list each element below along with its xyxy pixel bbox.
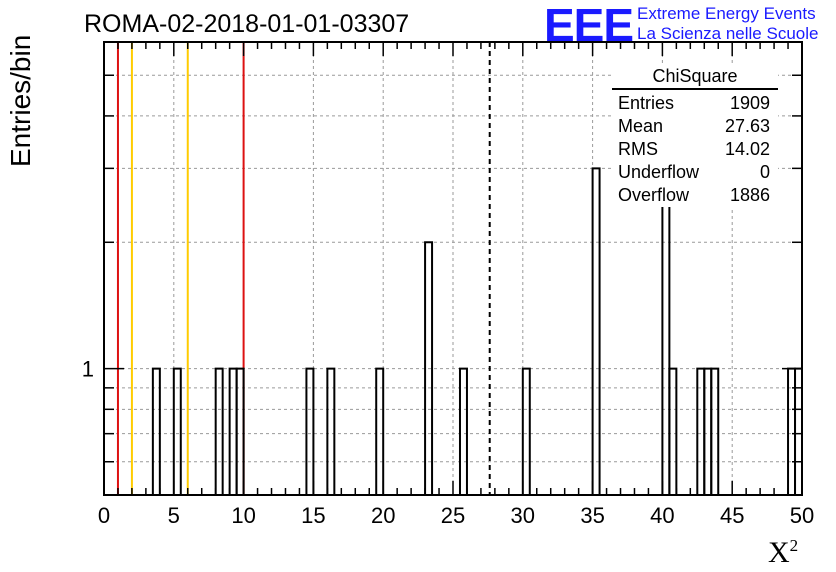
x-tick-label: 45: [720, 503, 744, 528]
histogram-bin: [151, 367, 161, 495]
stats-value: 0: [759, 162, 770, 182]
histogram-bin: [668, 367, 678, 495]
eee-logo: EEE: [544, 0, 634, 51]
stats-label: Mean: [618, 116, 664, 136]
grid-layer: [104, 42, 802, 495]
histogram-bin: [172, 367, 182, 495]
stats-label: Entries: [618, 93, 675, 113]
x-tick-label: 35: [580, 503, 604, 528]
y-tick-label: 1: [82, 357, 94, 382]
histogram-bin: [458, 367, 468, 495]
histogram-bin: [591, 167, 601, 495]
tick-label-layer: 0 5 10 15 20 25 30 35 40 45 50 1: [82, 357, 814, 528]
stats-row-entries: Entries 1909: [612, 92, 778, 115]
stats-value: 27.63: [724, 116, 770, 136]
tick-layer: [103, 41, 803, 495]
stats-value: 1886: [729, 185, 770, 205]
x-tick-label: 30: [511, 503, 535, 528]
x-tick-label: 0: [98, 503, 110, 528]
stats-value: 1909: [729, 93, 770, 113]
stats-value: 14.02: [724, 139, 770, 159]
histogram-bin: [375, 367, 385, 495]
histogram-layer: [151, 167, 803, 495]
histogram-bin: [235, 367, 245, 495]
stats-box: ChiSquare Entries 1909 Mean 27.63 RMS 14.02…: [612, 66, 778, 207]
x-tick-label: 5: [168, 503, 180, 528]
stats-row-mean: Mean 27.63: [612, 115, 778, 138]
stats-row-overflow: Overflow 1886: [612, 184, 778, 207]
logo-line-2: La Scienza nelle Scuole: [637, 24, 819, 43]
logo-line-1: Extreme Energy Events: [637, 4, 816, 23]
histogram-bin: [661, 167, 671, 495]
histogram-bin: [305, 367, 315, 495]
stats-label: Underflow: [618, 162, 700, 182]
histogram-bin: [326, 367, 336, 495]
histogram-bin: [424, 241, 434, 495]
stats-row-underflow: Underflow 0: [612, 161, 778, 184]
x-tick-label: 10: [231, 503, 255, 528]
stats-label: Overflow: [618, 185, 690, 205]
x-axis-label: X2: [768, 536, 798, 570]
x-tick-label: 20: [371, 503, 395, 528]
x-tick-label: 50: [790, 503, 814, 528]
histogram-bin: [710, 367, 720, 495]
stats-title: ChiSquare: [612, 66, 778, 90]
x-axis-label-sup: 2: [789, 536, 799, 555]
x-tick-label: 25: [441, 503, 465, 528]
x-axis-label-base: X: [768, 536, 790, 569]
histogram-bin: [214, 367, 224, 495]
x-tick-label: 40: [650, 503, 674, 528]
histogram-bin: [521, 367, 531, 495]
x-tick-label: 15: [301, 503, 325, 528]
stats-label: RMS: [618, 139, 658, 159]
chart-title: ROMA-02-2018-01-01-03307: [84, 10, 410, 38]
stats-row-rms: RMS 14.02: [612, 138, 778, 161]
